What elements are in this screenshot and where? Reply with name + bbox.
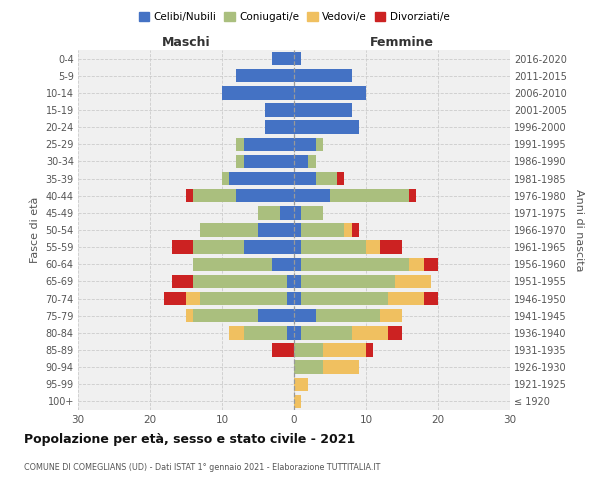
Bar [301,224,344,236]
Bar [294,309,316,322]
Legend: Celibi/Nubili, Coniugati/e, Vedovi/e, Divorziati/e: Celibi/Nubili, Coniugati/e, Vedovi/e, Di… [134,8,454,26]
Bar [294,189,330,202]
Bar [301,206,323,220]
Bar [244,240,294,254]
Bar [337,172,344,186]
Bar [294,154,308,168]
Text: Popolazione per età, sesso e stato civile - 2021: Popolazione per età, sesso e stato civil… [24,432,355,446]
Bar [294,394,301,408]
Bar [287,292,294,306]
Bar [236,69,294,82]
Bar [193,309,258,322]
Bar [186,292,200,306]
Text: Femmine: Femmine [370,36,434,49]
Bar [294,274,301,288]
Bar [287,274,294,288]
Bar [301,240,366,254]
Bar [352,224,359,236]
Bar [258,309,294,322]
Text: Maschi: Maschi [161,36,211,49]
Bar [366,240,380,254]
Bar [380,240,402,254]
Bar [294,120,359,134]
Bar [193,189,236,202]
Bar [265,120,294,134]
Bar [316,172,337,186]
Bar [172,274,193,288]
Bar [193,274,287,288]
Bar [301,258,409,271]
Bar [258,224,294,236]
Bar [236,154,244,168]
Bar [366,344,373,356]
Bar [193,240,244,254]
Bar [272,344,294,356]
Bar [236,138,244,151]
Bar [222,172,229,186]
Bar [294,138,316,151]
Bar [323,344,366,356]
Bar [294,344,323,356]
Bar [395,274,431,288]
Bar [294,258,301,271]
Bar [280,206,294,220]
Bar [294,240,301,254]
Bar [388,326,402,340]
Bar [200,292,287,306]
Bar [258,206,280,220]
Bar [294,292,301,306]
Bar [424,292,438,306]
Bar [344,224,352,236]
Bar [409,258,424,271]
Bar [301,292,388,306]
Y-axis label: Fasce di età: Fasce di età [30,197,40,263]
Bar [316,138,323,151]
Text: COMUNE DI COMEGLIANS (UD) - Dati ISTAT 1° gennaio 2021 - Elaborazione TUTTITALIA: COMUNE DI COMEGLIANS (UD) - Dati ISTAT 1… [24,462,380,471]
Y-axis label: Anni di nascita: Anni di nascita [574,188,584,271]
Bar [172,240,193,254]
Bar [330,189,409,202]
Bar [244,154,294,168]
Bar [294,224,301,236]
Bar [388,292,424,306]
Bar [316,309,380,322]
Bar [308,154,316,168]
Bar [294,206,301,220]
Bar [164,292,186,306]
Bar [229,326,244,340]
Bar [272,52,294,66]
Bar [186,189,193,202]
Bar [424,258,438,271]
Bar [294,378,308,391]
Bar [236,189,294,202]
Bar [200,224,258,236]
Bar [294,86,366,100]
Bar [222,86,294,100]
Bar [301,326,352,340]
Bar [323,360,359,374]
Bar [229,172,294,186]
Bar [265,104,294,117]
Bar [294,172,316,186]
Bar [244,326,287,340]
Bar [193,258,272,271]
Bar [186,309,193,322]
Bar [409,189,416,202]
Bar [287,326,294,340]
Bar [294,69,352,82]
Bar [294,360,323,374]
Bar [294,52,301,66]
Bar [380,309,402,322]
Bar [294,104,352,117]
Bar [272,258,294,271]
Bar [294,326,301,340]
Bar [301,274,395,288]
Bar [352,326,388,340]
Bar [244,138,294,151]
